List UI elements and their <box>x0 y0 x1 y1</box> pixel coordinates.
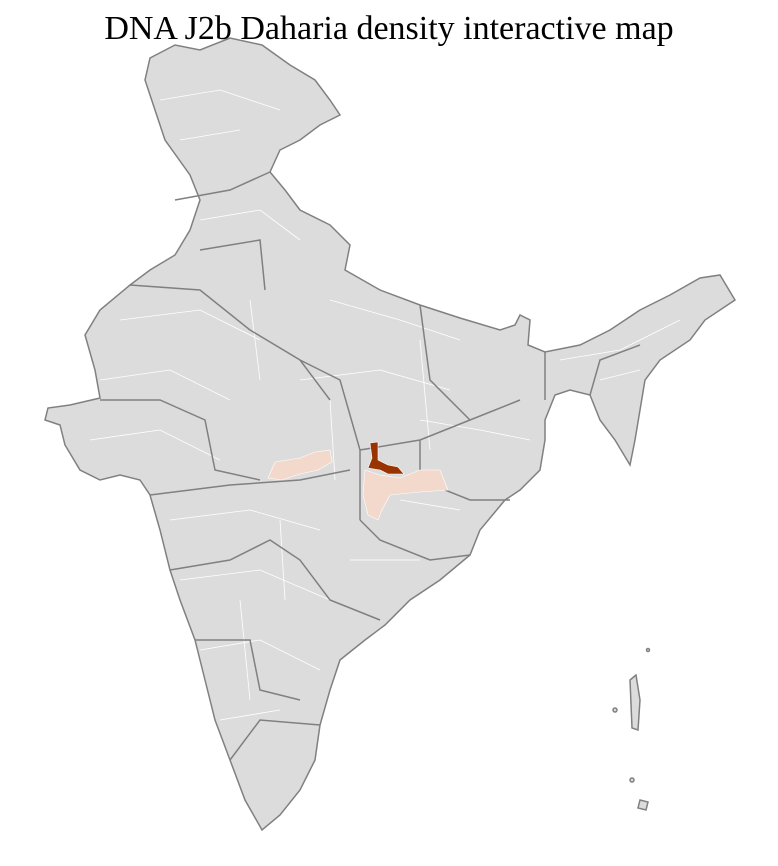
andaman-nicobar-islands <box>612 647 651 811</box>
low-density-region-east[interactable] <box>362 469 449 521</box>
state-borders <box>100 171 641 761</box>
density-highlights[interactable] <box>267 441 449 521</box>
high-density-region[interactable] <box>367 441 405 475</box>
map-title: DNA J2b Daharia density interactive map <box>104 10 674 47</box>
district-borders <box>89 89 681 721</box>
low-density-region-west[interactable] <box>267 449 333 481</box>
india-mainland[interactable] <box>44 37 737 832</box>
